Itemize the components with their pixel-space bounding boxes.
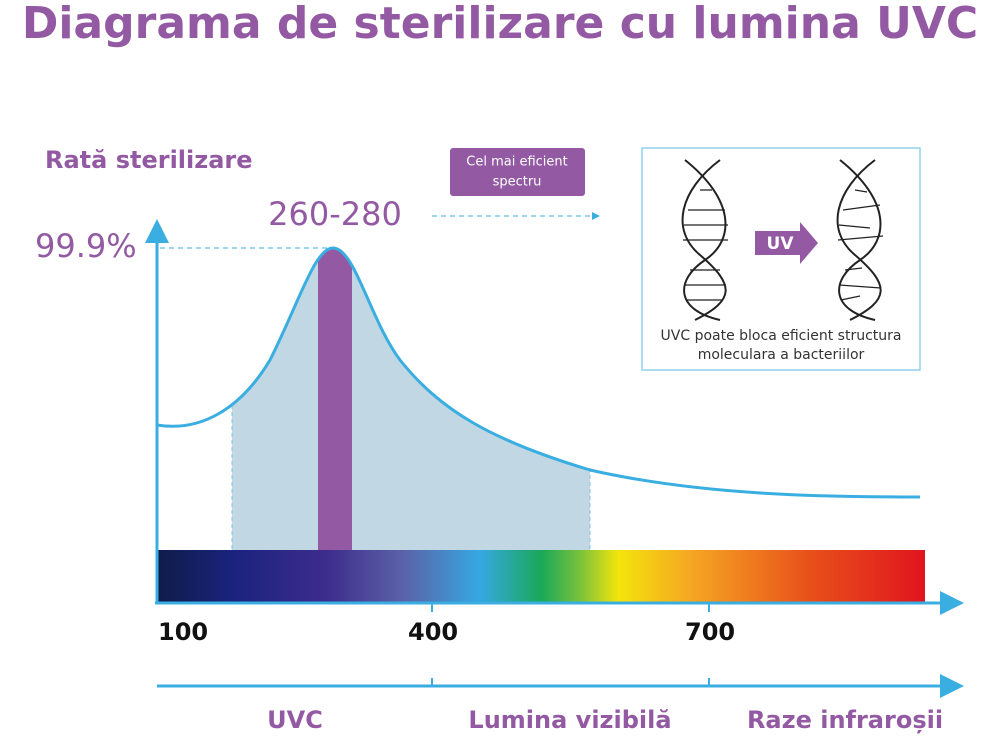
spectrum-bar — [158, 550, 925, 603]
callout-box — [450, 148, 585, 196]
peak-value: 99.9% — [35, 227, 137, 265]
callout-text: Cel mai eficient — [466, 155, 567, 170]
shaded-area — [232, 248, 590, 550]
callout-text: spectru — [493, 175, 542, 190]
inset-caption: moleculara a bacteriilor — [698, 347, 865, 363]
x-tick-label: 100 — [158, 618, 208, 646]
y-axis-label: Rată sterilizare — [45, 146, 253, 174]
uv-label: UV — [767, 234, 795, 254]
dna-after — [836, 159, 884, 321]
band-label: UVC — [267, 706, 323, 734]
band-label: Lumina vizibilă — [468, 706, 671, 734]
band-label: Raze infraroșii — [747, 706, 943, 734]
title: Diagrama de sterilizare cu lumina UVC — [22, 0, 978, 49]
x-tick-label: 700 — [685, 618, 735, 646]
uv-arrow — [755, 222, 818, 264]
peak-range: 260-280 — [268, 195, 402, 233]
inset-caption: UVC poate bloca eficient structura — [661, 328, 902, 344]
x-tick-label: 400 — [408, 618, 458, 646]
curve — [156, 246, 921, 499]
peak-band — [318, 248, 352, 550]
inset-box — [641, 147, 921, 371]
dna-before — [681, 159, 728, 321]
